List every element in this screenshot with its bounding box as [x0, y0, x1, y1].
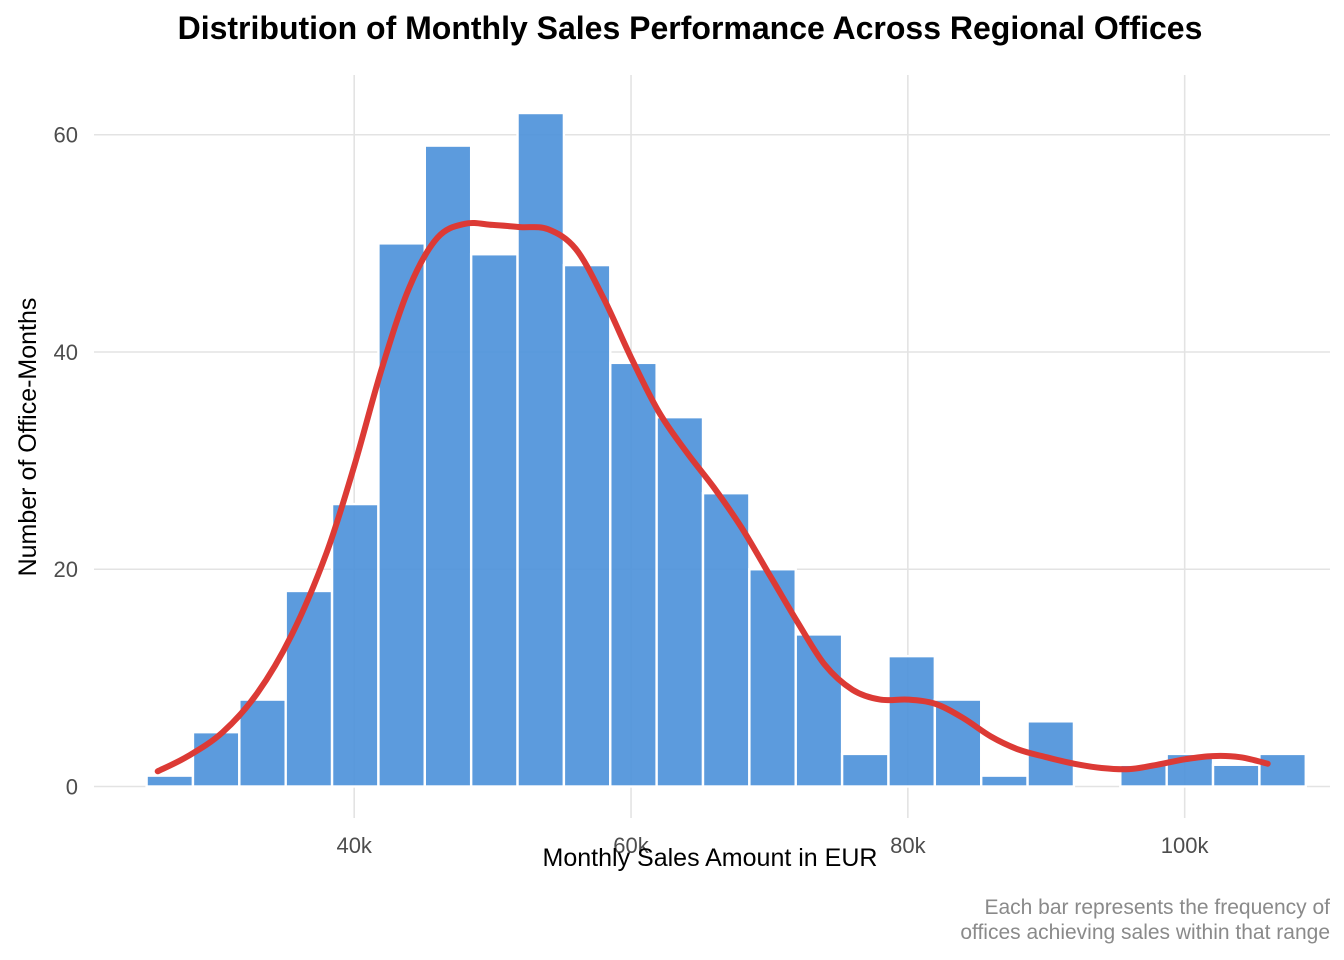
y-tick-label-3: 60: [54, 123, 78, 148]
histogram-bar-8: [516, 111, 566, 788]
y-axis-title: Number of Office-Months: [14, 298, 42, 577]
y-axis-ticks: 0 20 40 60: [54, 123, 78, 800]
x-axis-ticks: 40k 60k 80k 100k: [336, 833, 1209, 858]
y-tick-label-0: 0: [66, 774, 78, 799]
x-tick-label-3: 100k: [1161, 833, 1210, 858]
histogram-bar-15: [840, 752, 890, 788]
histogram-bar-4: [330, 502, 380, 788]
y-tick-label-1: 20: [54, 557, 78, 582]
histogram-bar-7: [469, 253, 519, 788]
histogram-bar-0: [145, 774, 195, 788]
histogram-bar-6: [423, 144, 473, 788]
histogram-bar-9: [562, 263, 612, 788]
histogram-bar-12: [701, 492, 751, 788]
chart-caption: Each bar represents the frequency of off…: [960, 895, 1330, 945]
x-axis-title: Monthly Sales Amount in EUR: [543, 844, 878, 872]
caption-line-1: Each bar represents the frequency of: [984, 896, 1330, 919]
chart-title: Distribution of Monthly Sales Performanc…: [177, 10, 1203, 46]
histogram-bar-10: [609, 361, 658, 788]
histogram-bars: [145, 111, 1307, 788]
histogram-bar-24: [1258, 752, 1307, 788]
histogram-bar-2: [238, 698, 287, 788]
caption-line-2: offices achieving sales within that rang…: [960, 921, 1330, 944]
density-curve: [154, 219, 1271, 775]
histogram-bar-3: [284, 589, 334, 788]
histogram-bar-23: [1211, 763, 1261, 788]
y-tick-label-2: 40: [54, 340, 78, 365]
histogram-bar-11: [655, 415, 705, 788]
x-tick-label-0: 40k: [336, 833, 372, 858]
x-tick-label-1: 60k: [613, 833, 649, 858]
histogram-bar-18: [980, 774, 1029, 788]
x-tick-label-2: 80k: [890, 833, 926, 858]
histogram-bar-5: [377, 242, 426, 788]
histogram-bar-16: [887, 654, 937, 788]
